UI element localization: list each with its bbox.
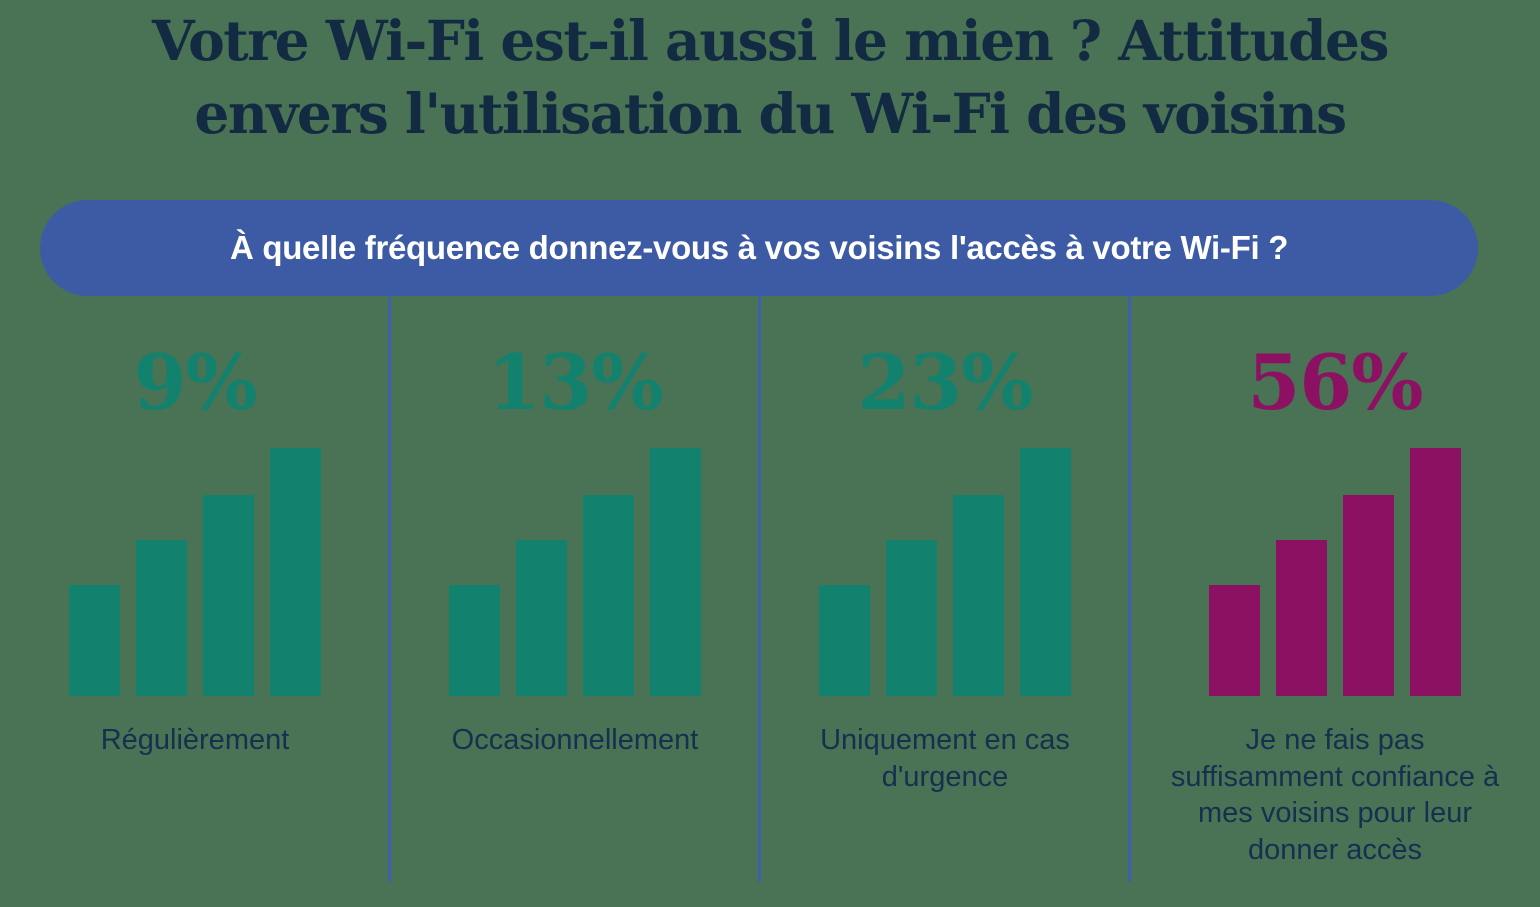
mini-bar-chart xyxy=(819,448,1071,696)
percent-value: 13% xyxy=(487,338,664,427)
column-divider xyxy=(388,296,391,882)
mini-bar-4 xyxy=(270,448,321,696)
column-pas-confiance: 56% Je ne fais pas suffisamment confianc… xyxy=(1130,296,1540,882)
mini-bar-4 xyxy=(1020,448,1071,696)
mini-bar-1 xyxy=(1209,585,1260,696)
column-occasionnellement: 13% Occasionnellement xyxy=(390,296,760,882)
category-label: Régulièrement xyxy=(100,724,290,756)
category-label: Uniquement en cas d'urgence xyxy=(820,724,1070,793)
mini-bar-2 xyxy=(516,540,567,696)
mini-bar-1 xyxy=(819,585,870,696)
infographic-title-line2: envers l'utilisation du Wi-Fi des voisin… xyxy=(194,81,1347,147)
category-label: Je ne fais pas suffisamment confiance à … xyxy=(1170,724,1500,866)
column-divider xyxy=(1128,296,1131,882)
mini-bar-3 xyxy=(953,495,1004,696)
mini-bar-4 xyxy=(1410,448,1461,696)
mini-bar-3 xyxy=(203,495,254,696)
answer-columns: 9% Régulièrement 13% Occasionnellement 2… xyxy=(0,296,1540,882)
infographic-title-line1: Votre Wi-Fi est-il aussi le mien ? Attit… xyxy=(151,8,1390,73)
column-urgence: 23% Uniquement en cas d'urgence xyxy=(760,296,1130,882)
question-banner-text: À quelle fréquence donnez-vous à vos voi… xyxy=(229,229,1289,266)
mini-bar-1 xyxy=(69,585,120,696)
mini-bar-2 xyxy=(886,540,937,696)
percent-value: 56% xyxy=(1247,338,1424,427)
infographic-title: Votre Wi-Fi est-il aussi le mien ? Attit… xyxy=(0,4,1540,150)
percent-value: 23% xyxy=(857,338,1034,427)
mini-bar-3 xyxy=(583,495,634,696)
mini-bar-chart xyxy=(449,448,701,696)
question-banner: À quelle fréquence donnez-vous à vos voi… xyxy=(40,200,1478,296)
percent-value: 9% xyxy=(133,338,257,427)
mini-bar-4 xyxy=(650,448,701,696)
category-label: Occasionnellement xyxy=(451,724,699,756)
mini-bar-2 xyxy=(1276,540,1327,696)
mini-bar-1 xyxy=(449,585,500,696)
column-divider xyxy=(758,296,761,882)
mini-bar-2 xyxy=(136,540,187,696)
mini-bar-chart xyxy=(1209,448,1461,696)
mini-bar-3 xyxy=(1343,495,1394,696)
column-regulierement: 9% Régulièrement xyxy=(0,296,390,882)
mini-bar-chart xyxy=(69,448,321,696)
